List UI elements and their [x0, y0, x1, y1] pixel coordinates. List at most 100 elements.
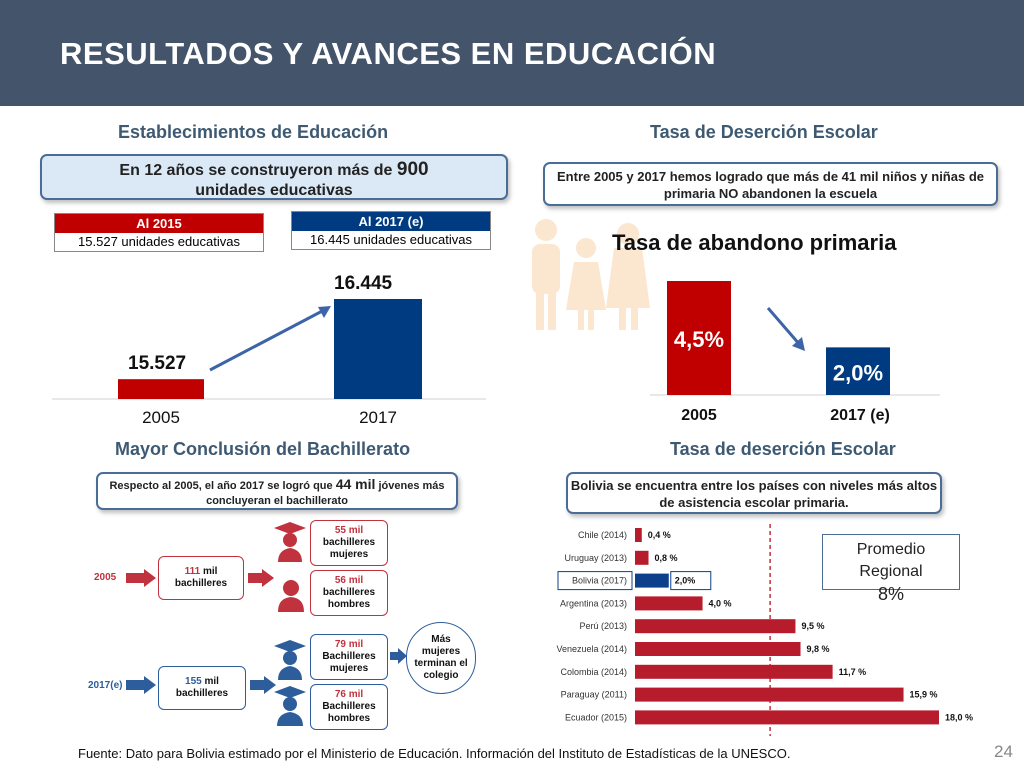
abandono-category-0: 2005 — [681, 407, 717, 424]
row-2017-total-label: bachilleres — [175, 688, 229, 699]
country-label: Colombia (2014) — [560, 667, 627, 677]
row-2017-year: 2017(e) — [88, 680, 123, 691]
male-person-icon-red — [278, 580, 304, 612]
regional-average-value: 8% — [877, 584, 904, 604]
row-2005-year: 2005 — [94, 572, 117, 583]
male-graduate-icon-blue — [274, 686, 306, 726]
country-bar — [635, 573, 669, 588]
row-2017-men: 76 mil Bachilleres hombres — [310, 684, 388, 730]
box-2015-body: 15.527 unidades educativas — [55, 233, 263, 251]
country-value: 11,7 % — [839, 667, 867, 677]
bolivia-value-frame — [670, 571, 712, 591]
row-2017-arrow-3 — [390, 648, 407, 664]
note-mas-mujeres: Más mujeres terminan el colegio — [406, 622, 476, 694]
country-label: Argentina (2013) — [560, 598, 627, 608]
unidades-category-2005: 2005 — [142, 408, 180, 427]
country-bar — [635, 596, 703, 611]
row-2005-total-unit: mil — [202, 566, 218, 577]
abandono-value-1: 2,0% — [833, 360, 883, 385]
country-label: Paraguay (2011) — [561, 690, 627, 700]
callout-desercion: Entre 2005 y 2017 hemos logrado que más … — [543, 162, 998, 206]
unidades-category-2017: 2017 — [359, 408, 397, 427]
growth-arrow-head — [318, 306, 331, 318]
country-value: 0,8 % — [655, 553, 678, 563]
callout-unidades-number: 900 — [396, 159, 429, 180]
chart-abandono-title: Tasa de abandono primaria — [612, 230, 897, 255]
callout-bachillerato-number: 44 mil — [335, 476, 376, 492]
country-bar — [635, 710, 939, 725]
row-2005-men-label: bachilleres hombres — [322, 587, 376, 610]
unidades-bar-2005 — [118, 379, 204, 399]
country-bar — [635, 550, 649, 565]
row-2017-men-label: Bachilleres hombres — [322, 701, 376, 724]
section-title-desercion-2: Tasa de deserción Escolar — [670, 439, 896, 459]
row-2005-total-label: bachilleres — [174, 578, 228, 589]
regional-average-box: Promedio Regional 8% — [822, 534, 960, 604]
callout-unidades-line2: unidades educativas — [195, 182, 353, 199]
row-2017-women-label: Bachilleres mujeres — [322, 651, 376, 674]
country-value: 4,0 % — [709, 598, 732, 608]
row-2005-arrow-2 — [248, 569, 274, 587]
row-2005-arrow-1 — [126, 569, 156, 587]
country-label: Uruguay (2013) — [564, 553, 627, 563]
section-title-desercion: Tasa de Deserción Escolar — [650, 122, 878, 142]
growth-arrow — [209, 306, 329, 372]
country-value: 9,8 % — [807, 644, 830, 654]
row-2017-women-num: 79 mil — [334, 639, 364, 650]
slide-header — [0, 0, 1024, 106]
female-graduate-icon-red — [274, 522, 306, 562]
abandono-category-1: 2017 (e) — [830, 407, 890, 424]
row-2005-men-num: 56 mil — [334, 575, 364, 586]
chart-desercion-paises: Chile (2014) 0,4 % Uruguay (2013) 0,8 % Boli… — [556, 524, 973, 736]
row-2005-men: 56 mil bachilleres hombres — [310, 570, 388, 616]
row-2005-women-num: 55 mil — [334, 525, 364, 536]
row-2017-total: 155 mil bachilleres — [158, 666, 246, 710]
country-value: 18,0 % — [945, 712, 973, 722]
row-2017-men-num: 76 mil — [334, 689, 364, 700]
country-bar — [635, 642, 801, 656]
box-2015-head: Al 2015 — [55, 214, 263, 233]
country-bar — [635, 619, 796, 634]
regional-average-label: Promedio Regional — [856, 541, 926, 580]
callout-bachillerato: Respecto al 2005, el año 2017 se logró q… — [96, 472, 458, 510]
unidades-value-2017: 16.445 — [334, 273, 393, 294]
female-graduate-icon-blue — [274, 640, 306, 680]
decline-arrow-head — [792, 337, 805, 351]
country-label: Ecuador (2015) — [565, 712, 627, 722]
row-2005-total-num: 111 — [184, 566, 201, 577]
row-2017-arrow-2 — [250, 676, 276, 694]
box-2017-head: Al 2017 (e) — [292, 212, 490, 231]
section-title-establecimientos: Establecimientos de Educación — [118, 122, 389, 142]
chart-abandono: 4,5% 2005 2,0% 2017 (e) — [650, 281, 940, 424]
country-value: 9,5 % — [801, 621, 824, 631]
row-2017-women: 79 mil Bachilleres mujeres — [310, 634, 388, 680]
box-2017: Al 2017 (e) 16.445 unidades educativas — [291, 211, 491, 250]
callout-unidades-line1: En 12 años se construyeron más de — [119, 162, 393, 179]
country-label: Bolivia (2017) — [572, 576, 627, 586]
box-2017-body: 16.445 unidades educativas — [292, 231, 490, 249]
unidades-bar-2017 — [334, 299, 422, 399]
bolivia-label-frame — [557, 571, 633, 591]
country-value: 2,0% — [675, 576, 696, 586]
section-title-bachillerato: Mayor Conclusión del Bachillerato — [115, 439, 411, 459]
abandono-bar-1 — [826, 347, 890, 395]
row-2005-women: 55 mil bachilleres mujeres — [310, 520, 388, 566]
row-2005-total: 111 mil bachilleres — [158, 556, 244, 600]
abandono-value-0: 4,5% — [674, 327, 724, 352]
country-label: Perú (2013) — [579, 621, 627, 631]
note-mas-mujeres-text: Más mujeres terminan el colegio — [414, 634, 468, 681]
row-2017-arrow-1 — [126, 676, 156, 694]
callout-bachillerato-pre: Respecto al 2005, el año 2017 se logró q… — [109, 480, 333, 492]
unidades-value-2005: 15.527 — [128, 353, 186, 374]
country-label: Venezuela (2014) — [556, 644, 627, 654]
country-bar — [635, 687, 904, 702]
callout-bolivia: Bolivia se encuentra entre los países co… — [566, 472, 942, 514]
country-value: 15,9 % — [910, 690, 938, 700]
abandono-bar-0 — [667, 281, 731, 395]
chart-unidades: 15.527 2005 16.445 2017 — [52, 273, 486, 427]
row-2017-total-num: 155 — [185, 676, 202, 687]
row-2005-women-label: bachilleres mujeres — [322, 537, 376, 560]
country-value: 0,4 % — [648, 530, 671, 540]
country-label: Chile (2014) — [578, 530, 627, 540]
footer-source: Fuente: Dato para Bolivia estimado por e… — [78, 746, 791, 761]
